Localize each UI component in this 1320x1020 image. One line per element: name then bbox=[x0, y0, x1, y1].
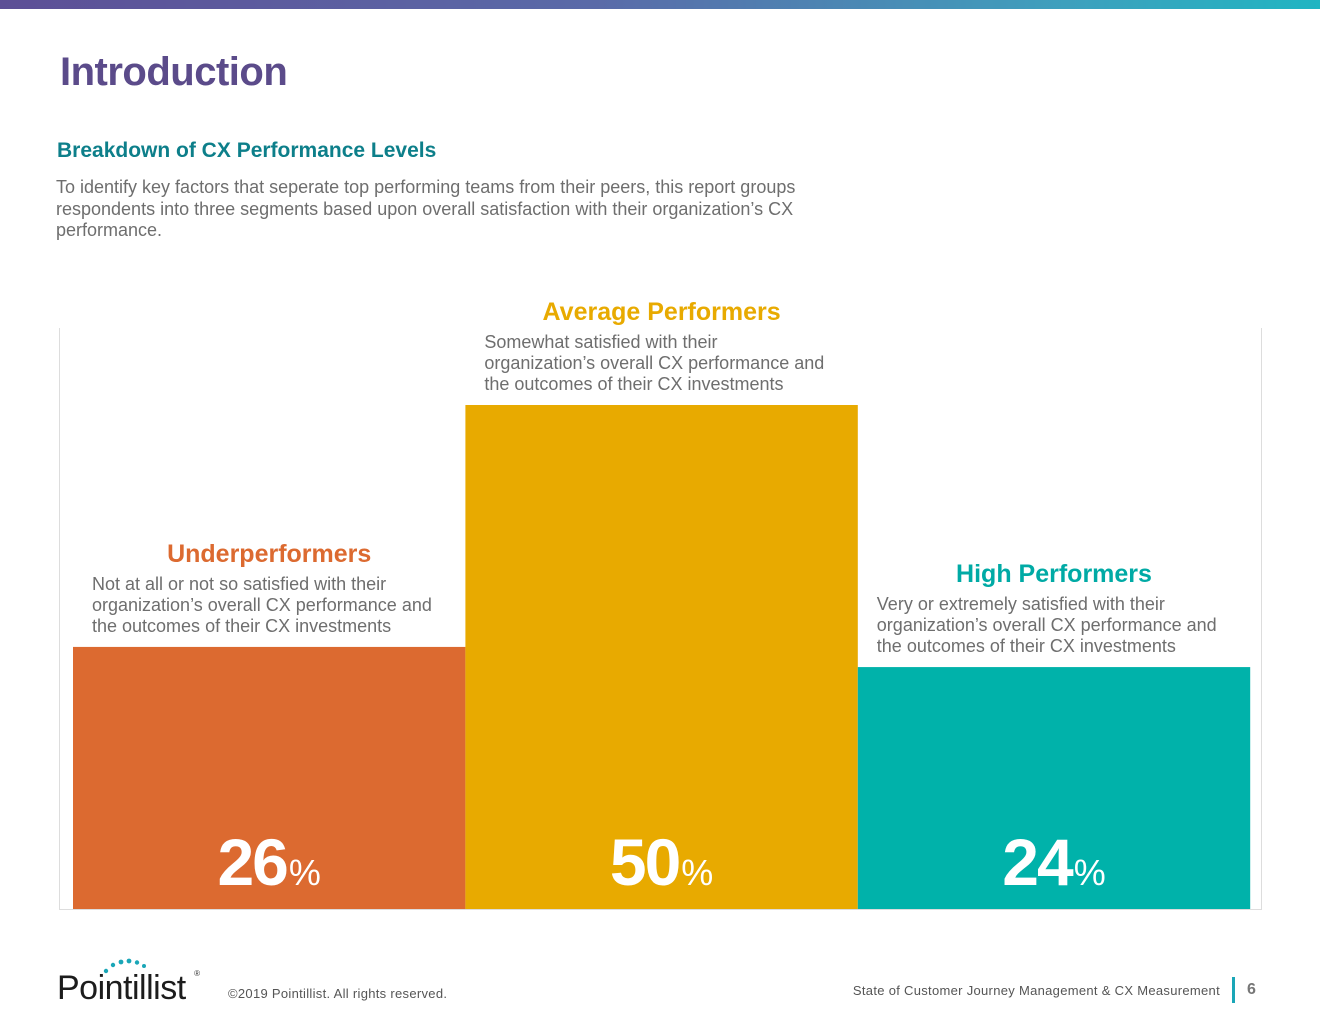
category-description-high-performers: Very or extremely satisfied with their or… bbox=[877, 594, 1217, 656]
bar-average-performers bbox=[465, 405, 858, 909]
value-label-underperformers: 26% bbox=[217, 825, 320, 899]
logo-wordmark: Pointillist bbox=[57, 969, 186, 1007]
copyright-text: ©2019 Pointillist. All rights reserved. bbox=[228, 986, 448, 1001]
registered-mark: ® bbox=[194, 969, 200, 978]
bar-high-performers bbox=[857, 667, 1251, 909]
value-label-high-performers: 24% bbox=[1002, 825, 1105, 899]
page-number: 6 bbox=[1247, 981, 1256, 998]
section-subtitle: Breakdown of CX Performance Levels bbox=[57, 139, 437, 162]
category-title-high-performers: High Performers bbox=[956, 560, 1152, 588]
top-gradient-bar bbox=[0, 0, 1320, 9]
footer-divider bbox=[1232, 977, 1235, 1003]
page-title: Introduction bbox=[60, 50, 288, 94]
category-title-average-performers: Average Performers bbox=[543, 298, 781, 326]
category-description-underperformers: Not at all or not so satisfied with thei… bbox=[92, 574, 432, 636]
logo-dots-icon bbox=[103, 958, 146, 974]
report-title: State of Customer Journey Management & C… bbox=[852, 983, 1220, 998]
bar-underperformers bbox=[73, 646, 466, 909]
category-title-underperformers: Underperformers bbox=[167, 540, 371, 568]
value-label-average-performers: 50% bbox=[610, 825, 713, 899]
category-description-average-performers: Somewhat satisfied with their organizatio… bbox=[484, 332, 824, 394]
intro-description: To identify key factors that seperate to… bbox=[56, 177, 796, 240]
pointillist-logo: Pointillist ® bbox=[57, 955, 202, 1005]
